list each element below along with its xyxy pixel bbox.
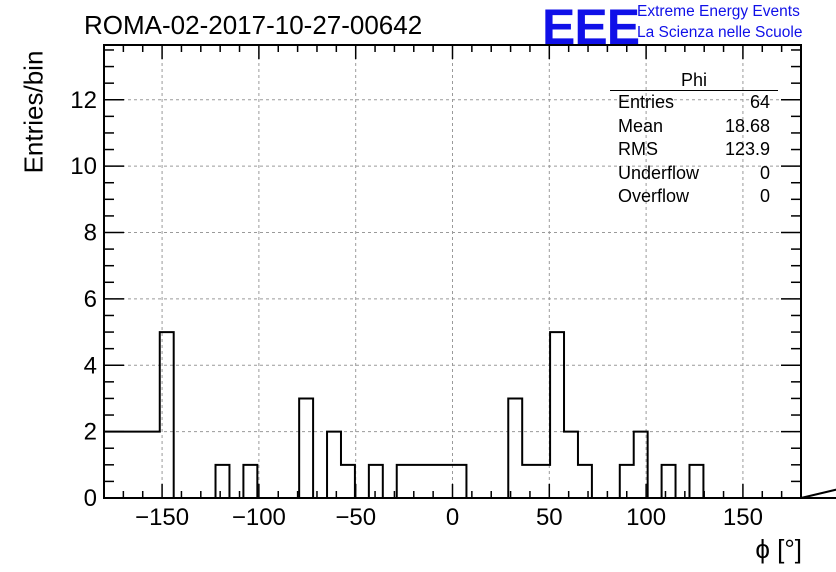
- chart-title: ROMA-02-2017-10-27-00642: [84, 10, 423, 40]
- stats-row-entries: Entries 64: [610, 91, 778, 115]
- histogram-outline: [103, 331, 836, 499]
- stats-row-mean: Mean 18.68: [610, 115, 778, 139]
- stats-row-underflow: Underflow 0: [610, 162, 778, 186]
- x-tick-label: 150: [723, 504, 763, 531]
- y-tick-label: 12: [70, 87, 97, 114]
- x-tick-label: 50: [536, 504, 563, 531]
- stats-row-rms: RMS 123.9: [610, 138, 778, 162]
- y-axis-label: Entries/bin: [18, 50, 49, 174]
- stats-label: RMS: [618, 139, 658, 159]
- stats-label: Overflow: [618, 186, 690, 206]
- stats-value: 0: [759, 162, 770, 183]
- stats-value: 123.9: [724, 139, 770, 159]
- y-tick-label: 10: [70, 153, 97, 180]
- x-tick-label: 0: [446, 504, 459, 531]
- y-tick-label: 0: [84, 485, 97, 512]
- y-tick-label: 4: [84, 352, 97, 379]
- stats-label: Underflow: [618, 162, 700, 183]
- eee-logo: EEE: [542, 0, 640, 55]
- x-axis-label: ϕ [°]: [755, 534, 802, 564]
- stats-value: 0: [759, 186, 770, 206]
- stats-row-overflow: Overflow 0: [610, 185, 778, 209]
- y-tick-label: 8: [84, 220, 97, 247]
- stats-label: Mean: [618, 115, 664, 136]
- x-tick-label: −100: [232, 504, 286, 531]
- x-tick-label: −50: [335, 504, 376, 531]
- stats-label: Entries: [618, 92, 675, 112]
- stats-value: 18.68: [724, 115, 770, 136]
- stats-value: 64: [749, 92, 770, 112]
- x-tick-label: 100: [626, 504, 666, 531]
- stats-box: Phi Entries 64 Mean 18.68 RMS 123.9 Unde…: [610, 70, 778, 209]
- y-tick-label: 6: [84, 286, 97, 313]
- stats-title: Phi: [610, 70, 778, 91]
- logo-line-1: Extreme Energy Events: [637, 3, 800, 20]
- logo-line-2: La Scienza nelle Scuole: [637, 24, 803, 41]
- axis-ticks: [104, 45, 801, 499]
- tick-labels: −150 −100 −50 0 50 100 150 0 2 4 6 8 10 12: [70, 87, 763, 531]
- y-tick-label: 2: [84, 419, 97, 446]
- x-tick-label: −150: [135, 504, 189, 531]
- grid-lines: [104, 45, 801, 498]
